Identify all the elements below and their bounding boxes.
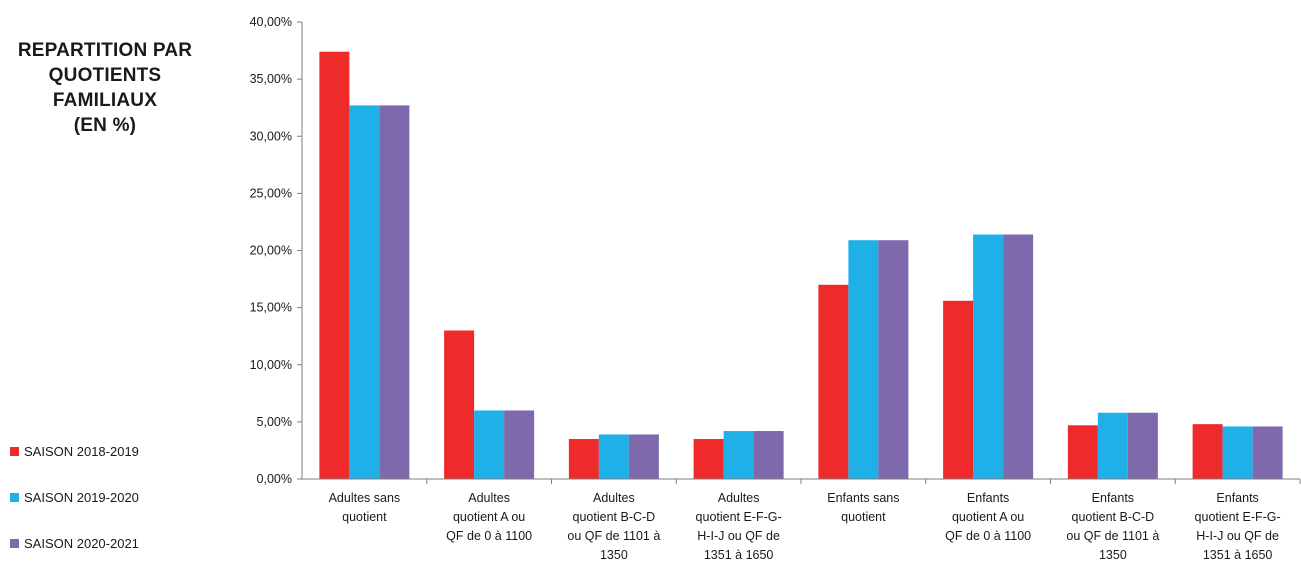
x-tick-label: QF de 0 à 1100 — [945, 529, 1031, 543]
x-tick-label: Enfants — [967, 491, 1009, 505]
x-tick-label: Enfants — [1092, 491, 1134, 505]
bar — [444, 330, 475, 479]
bar — [504, 410, 535, 479]
chart-title-line: QUOTIENTS — [48, 65, 162, 86]
bar — [349, 105, 380, 479]
bar — [1067, 425, 1098, 479]
x-tick-label: ou QF de 1101 à — [1066, 529, 1159, 543]
legend-label: SAISON 2018-2019 — [24, 443, 139, 459]
bar — [379, 105, 410, 479]
y-tick-label: 20,00% — [250, 244, 292, 258]
bar — [723, 431, 754, 479]
legend-item: SAISON 2019-2020 — [10, 486, 139, 508]
y-tick-label: 30,00% — [250, 129, 292, 143]
bar — [818, 284, 849, 479]
legend-item: SAISON 2020-2021 — [10, 532, 139, 554]
y-tick-label: 0,00% — [257, 472, 292, 486]
x-tick-label: quotient A ou — [453, 510, 525, 524]
y-tick-label: 25,00% — [250, 186, 292, 200]
x-tick-label: Enfants sans — [827, 491, 899, 505]
x-tick-label: Adultes sans — [329, 491, 401, 505]
x-tick-label: Enfants — [1216, 491, 1258, 505]
x-tick-label: quotient B-C-D — [573, 510, 656, 524]
bar — [1222, 426, 1253, 479]
bar — [878, 240, 909, 479]
bar — [598, 434, 629, 479]
x-tick-label: quotient A ou — [952, 510, 1024, 524]
x-tick-label: 1350 — [1099, 548, 1127, 562]
chart-title-line: FAMILIAUX — [52, 90, 158, 111]
bar — [319, 51, 350, 479]
x-tick-label: Adultes — [593, 491, 635, 505]
x-tick-label: ou QF de 1101 à — [567, 529, 660, 543]
x-tick-label: H-I-J ou QF de — [1196, 529, 1279, 543]
legend-label: SAISON 2019-2020 — [24, 489, 139, 505]
y-tick-label: 5,00% — [257, 415, 292, 429]
bar — [848, 240, 879, 479]
bar — [1127, 412, 1158, 479]
legend-swatch-2019-2020 — [10, 492, 19, 502]
y-tick-label: 15,00% — [250, 301, 292, 315]
x-tick-label: quotient — [342, 510, 387, 524]
bar — [474, 410, 505, 479]
y-tick-label: 35,00% — [250, 72, 292, 86]
legend-swatch-2020-2021 — [10, 538, 19, 548]
bar — [1097, 412, 1128, 479]
x-tick-label: quotient E-F-G- — [1195, 510, 1281, 524]
legend-label: SAISON 2020-2021 — [24, 535, 139, 551]
bar — [1252, 426, 1283, 479]
bar — [568, 439, 599, 479]
x-tick-label: quotient B-C-D — [1072, 510, 1155, 524]
bar — [628, 434, 659, 479]
x-tick-label: quotient E-F-G- — [696, 510, 782, 524]
x-tick-label: quotient — [841, 510, 886, 524]
legend-swatch-2018-2019 — [10, 446, 19, 456]
bar — [1192, 424, 1223, 479]
bar — [973, 234, 1004, 479]
x-tick-label: 1351 à 1650 — [1203, 548, 1273, 562]
chart-legend: SAISON 2018-2019 SAISON 2019-2020 SAISON… — [10, 440, 139, 578]
x-tick-label: 1351 à 1650 — [704, 548, 774, 562]
bar — [943, 300, 974, 479]
bar — [1003, 234, 1034, 479]
chart-title-line: REPARTITION PAR — [17, 40, 193, 61]
x-tick-label: 1350 — [600, 548, 628, 562]
chart-title-line: (EN %) — [73, 115, 137, 136]
y-tick-label: 10,00% — [250, 358, 292, 372]
x-tick-label: Adultes — [468, 491, 510, 505]
bar — [693, 439, 724, 479]
x-tick-label: Adultes — [718, 491, 760, 505]
x-tick-label: QF de 0 à 1100 — [446, 529, 532, 543]
chart-title: REPARTITION PAR QUOTIENTS FAMILIAUX (EN … — [12, 38, 198, 138]
bar — [753, 431, 784, 479]
legend-item: SAISON 2018-2019 — [10, 440, 139, 462]
y-tick-label: 40,00% — [250, 15, 292, 29]
x-tick-label: H-I-J ou QF de — [697, 529, 780, 543]
